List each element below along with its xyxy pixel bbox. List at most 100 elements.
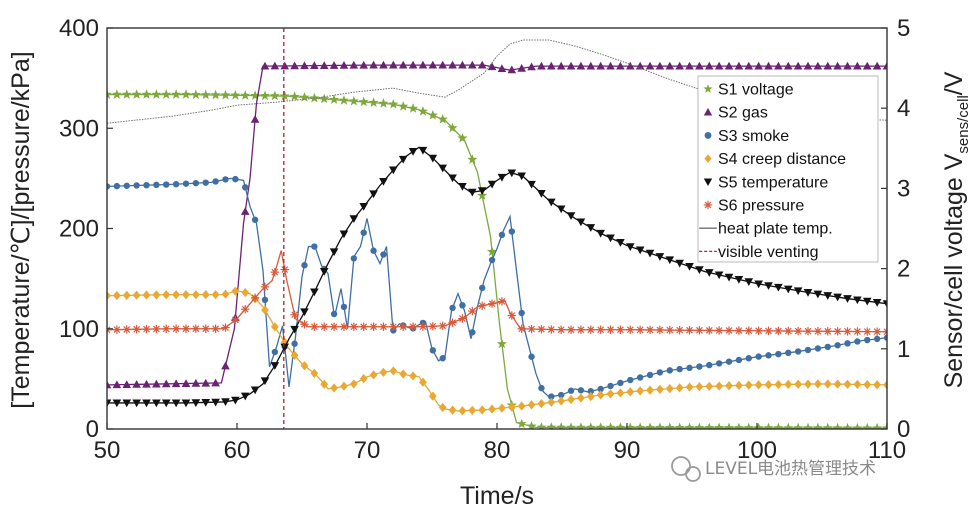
marker-s1-voltage [279,90,290,101]
marker-s2-gas [477,60,487,69]
marker-s1-voltage [250,90,261,100]
marker-s5-temperature [695,266,704,275]
marker-s4-creep-distance [330,383,338,393]
marker-s5-temperature [250,386,260,395]
marker-s2-gas [606,61,615,70]
marker-s5-temperature [389,166,398,175]
marker-s2-gas [527,62,536,71]
marker-s1-voltage [881,422,887,429]
marker-s4-creep-distance [843,379,852,389]
marker-s6-pressure [596,325,605,334]
marker-s6-pressure [162,324,171,334]
marker-s4-creep-distance [191,290,200,300]
series-s6-pressure [107,250,887,336]
marker-s5-temperature [685,262,694,271]
marker-s4-creep-distance [478,405,487,415]
marker-s6-pressure [241,305,250,314]
y-right-tick-label: 0 [897,416,910,443]
marker-s1-voltage [111,89,122,99]
marker-s5-temperature [497,173,507,182]
marker-s2-gas [290,61,299,70]
marker-s5-temperature [112,399,122,408]
marker-s4-creep-distance [685,382,694,392]
marker-s3-smoke [636,374,644,381]
marker-s6-pressure [724,326,734,335]
marker-s2-gas [221,361,230,370]
marker-s4-creep-distance [340,381,348,391]
marker-s4-creep-distance [547,397,556,407]
marker-s3-smoke [538,384,545,392]
marker-s4-creep-distance [349,379,358,389]
marker-s5-temperature [833,293,842,302]
marker-s1-voltage [447,122,458,133]
marker-s2-gas [803,61,813,70]
marker-s4-creep-distance [320,379,329,389]
series-line-s4-creep-distance [107,289,887,412]
marker-s1-voltage [269,90,280,101]
legend-entry-s4-creep-distance: S4 creep distance [704,151,846,168]
wechat-icon-small [685,466,701,482]
marker-s1-voltage [654,422,665,429]
marker-s6-pressure [418,322,428,331]
marker-s1-voltage [220,89,231,100]
marker-s5-temperature [329,248,339,257]
legend-label: S2 gas [718,105,768,122]
marker-s1-voltage [595,422,606,429]
marker-s4-creep-distance [853,379,862,390]
marker-s2-gas [349,60,359,69]
marker-s6-pressure [339,322,349,331]
marker-s6-pressure [556,325,566,334]
marker-s4-creep-distance [695,382,704,392]
marker-s5-temperature [211,398,220,407]
marker-s5-temperature [507,169,517,178]
marker-s3-smoke [567,387,575,394]
marker-s2-gas [853,61,862,70]
marker-s1-voltage [388,98,399,109]
y-left-tick-label: 300 [59,115,99,142]
marker-s5-temperature [349,215,359,224]
marker-s1-voltage [240,90,251,100]
marker-s5-temperature [527,180,536,189]
marker-s2-gas [537,61,546,70]
marker-s6-pressure [547,325,556,334]
marker-s4-creep-distance [537,398,546,409]
marker-s2-gas [161,379,171,388]
marker-s1-voltage [852,422,863,429]
marker-s1-voltage [793,422,804,429]
marker-s6-pressure [181,324,191,333]
watermark-text: LEVEL电池热管理技术 [705,459,876,479]
marker-s6-pressure [408,322,418,331]
marker-s4-creep-distance [458,406,467,416]
marker-s5-temperature [270,362,280,370]
marker-s2-gas [250,115,260,123]
marker-s1-voltage [704,422,715,429]
marker-s1-voltage [496,338,507,349]
marker-s5-temperature [547,198,556,207]
legend-entry-s6-pressure: S6 pressure [703,198,804,215]
marker-s2-gas [862,61,872,70]
marker-s1-voltage [427,110,438,120]
marker-s3-smoke [587,388,594,395]
marker-s4-creep-distance [656,384,664,394]
marker-s3-smoke [854,338,861,345]
marker-s5-temperature [813,290,823,299]
marker-s1-voltage [585,422,596,429]
marker-s2-gas [468,60,477,69]
marker-s2-gas [882,61,887,70]
marker-s4-creep-distance [448,405,457,415]
marker-s6-pressure [468,306,477,316]
marker-s1-voltage [684,422,695,429]
marker-s6-pressure [626,325,635,334]
marker-s2-gas [596,61,605,70]
marker-s3-smoke [577,387,585,394]
marker-s1-voltage [862,422,873,429]
marker-s4-creep-distance [112,290,121,301]
legend-label: heat plate temp. [718,221,833,238]
marker-s4-creep-distance [715,381,724,391]
marker-s2-gas [240,207,250,215]
marker-s6-pressure [107,325,112,334]
marker-s5-temperature [408,147,418,156]
marker-s6-pressure [477,301,487,310]
marker-s2-gas [734,61,744,70]
